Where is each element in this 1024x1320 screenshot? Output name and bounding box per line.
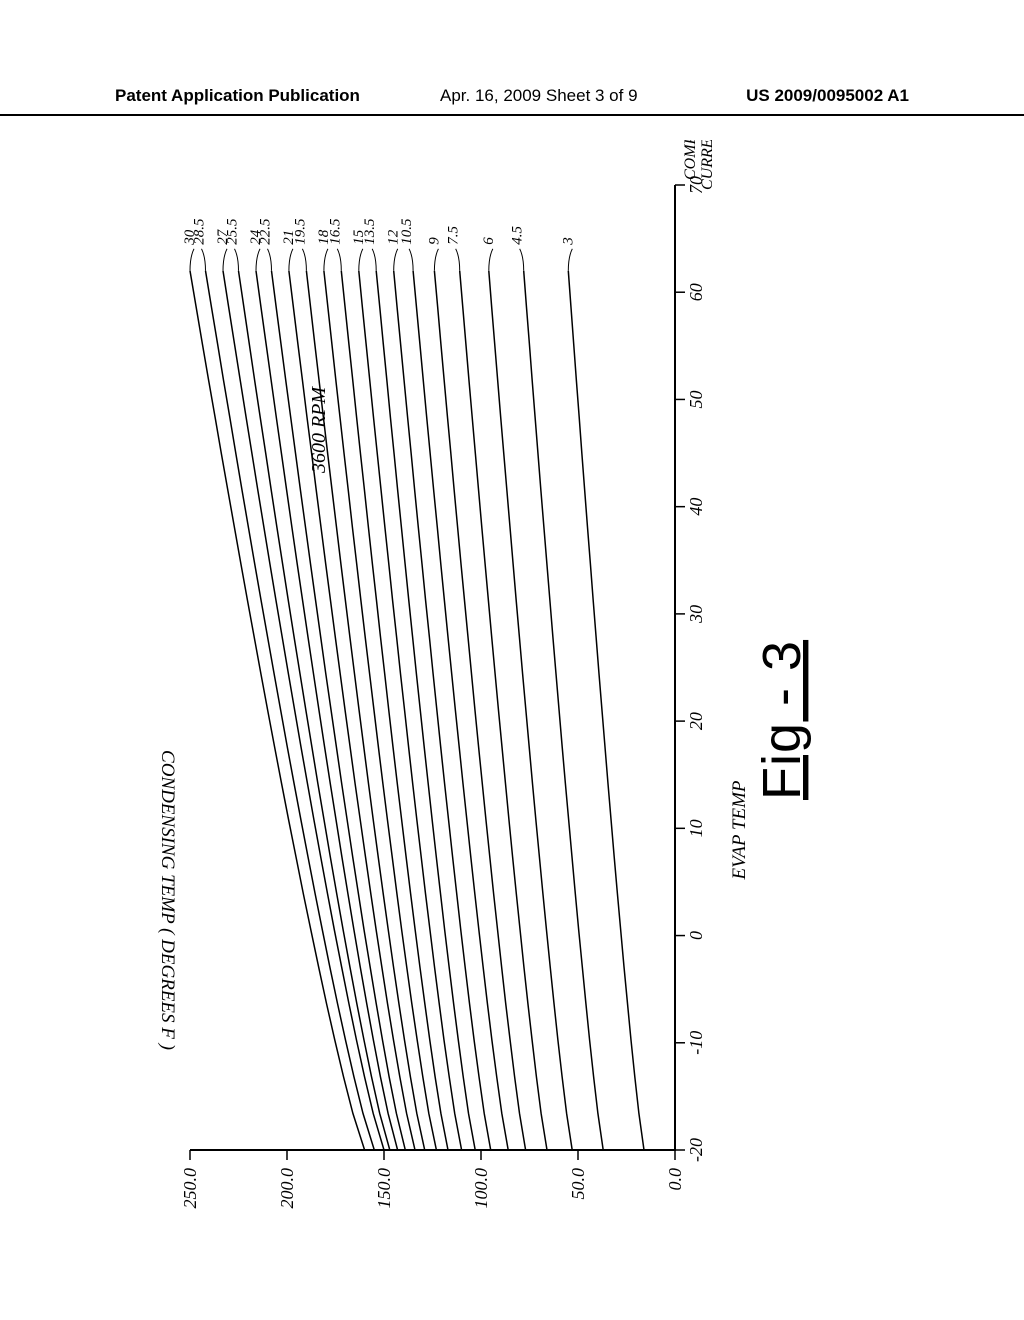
svg-text:40: 40 [686, 498, 706, 516]
svg-text:50.0: 50.0 [568, 1168, 588, 1200]
series-label-16.5: 16.5 [327, 218, 343, 245]
header-center: Apr. 16, 2009 Sheet 3 of 9 [440, 86, 638, 106]
series-label-13.5: 13.5 [362, 218, 378, 245]
svg-text:30: 30 [686, 605, 706, 624]
header-right: US 2009/0095002 A1 [746, 86, 909, 106]
series-label-4.5: 4.5 [510, 226, 526, 245]
curve-12 [394, 271, 491, 1150]
curves [190, 271, 644, 1150]
svg-text:200.0: 200.0 [277, 1168, 297, 1209]
y-ticks: 0.0 50.0 100.0 150.0 200.0 250.0 [180, 1150, 685, 1209]
chart-svg: 3600 RPM CONDENSING TEMP ( DEGREES F ) E… [120, 140, 900, 1240]
series-label-10.5: 10.5 [399, 218, 415, 245]
series-label-7.5: 7.5 [446, 226, 462, 245]
curve-3 [568, 271, 644, 1150]
series-label-6: 6 [481, 237, 497, 245]
x-ticks: -20-10010203040506070 [675, 176, 706, 1162]
series-labels: 3028.52725.52422.52119.51816.51513.51210… [182, 218, 576, 271]
chart-container: 3600 RPM CONDENSING TEMP ( DEGREES F ) E… [120, 140, 900, 1240]
page: Patent Application Publication Apr. 16, … [0, 0, 1024, 1320]
series-label-25.5: 25.5 [225, 218, 241, 245]
plot: 0.0 50.0 100.0 150.0 200.0 250.0 -20 -10 0 10 20 3… [180, 140, 716, 1209]
series-label-3: 3 [560, 237, 576, 246]
svg-text:20: 20 [686, 712, 706, 730]
legend-title-line2: CURRENT [699, 140, 716, 190]
legend-title-line1: COMP. [682, 140, 699, 180]
series-label-22.5: 22.5 [257, 218, 273, 245]
svg-text:-10: -10 [686, 1031, 706, 1055]
x-axis-label: EVAP TEMP [729, 780, 750, 880]
svg-text:0: 0 [686, 931, 706, 940]
svg-text:50: 50 [686, 390, 706, 408]
curve-9 [434, 271, 525, 1150]
curve-16.5 [341, 271, 448, 1150]
svg-text:60: 60 [686, 283, 706, 301]
series-label-9: 9 [426, 237, 442, 245]
svg-text:250.0: 250.0 [180, 1168, 200, 1209]
series-label-19.5: 19.5 [292, 218, 308, 245]
svg-text:0.0: 0.0 [665, 1168, 685, 1191]
series-label-28.5: 28.5 [192, 218, 208, 245]
svg-text:100.0: 100.0 [471, 1168, 491, 1209]
svg-text:150.0: 150.0 [374, 1168, 394, 1209]
page-header: Patent Application Publication Apr. 16, … [0, 86, 1024, 116]
figure-label: Fig - 3 [752, 640, 812, 800]
curve-28.5 [206, 271, 375, 1150]
chart-title: 3600 RPM [308, 386, 330, 474]
y-axis-label: CONDENSING TEMP ( DEGREES F ) [157, 750, 178, 1050]
svg-text:10: 10 [686, 819, 706, 837]
svg-text:-20: -20 [686, 1138, 706, 1162]
header-left: Patent Application Publication [115, 86, 360, 106]
curve-4.5 [524, 271, 604, 1150]
